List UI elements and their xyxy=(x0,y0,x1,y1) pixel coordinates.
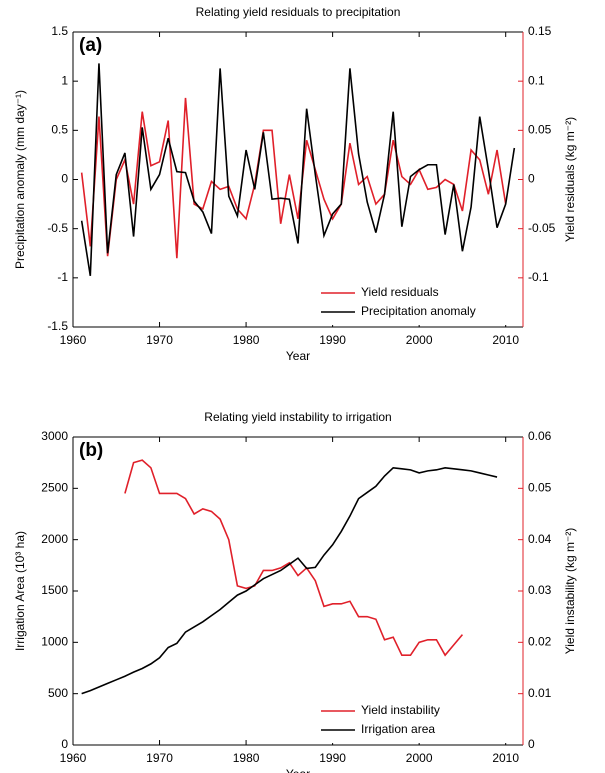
legend-box xyxy=(319,281,519,325)
y-tick-label: 0.5 xyxy=(51,123,68,137)
y-tick-label: 3000 xyxy=(41,429,68,443)
data-line xyxy=(81,466,498,695)
y-tick-label: 0 xyxy=(61,172,68,186)
x-tick-label: 1960 xyxy=(60,751,87,765)
x-tick-label: 1980 xyxy=(233,333,260,347)
y-tick-label: 1500 xyxy=(41,583,68,597)
y2-tick-label: 0.04 xyxy=(528,532,552,546)
x-axis-label: Year xyxy=(286,349,310,363)
y2-tick-label: 0.02 xyxy=(528,635,552,649)
legend-label: Irrigation area xyxy=(361,722,435,736)
y-axis-label: Irrigation Area (10³ ha) xyxy=(13,531,27,651)
y-tick-label: 1.5 xyxy=(51,24,68,38)
panel-label: (a) xyxy=(79,35,102,56)
data-line xyxy=(80,63,516,276)
legend-box xyxy=(319,699,519,743)
y-tick-label: 500 xyxy=(48,686,68,700)
y2-axis-label: Yield residuals (kg m⁻²) xyxy=(563,117,577,242)
y-tick-label: 0 xyxy=(61,737,68,751)
y-tick-label: -1 xyxy=(57,270,68,284)
x-tick-label: 2010 xyxy=(492,333,519,347)
legend-label: Yield residuals xyxy=(361,285,439,299)
y2-tick-label: 0.03 xyxy=(528,583,552,597)
y-tick-label: 2500 xyxy=(41,481,68,495)
chart-title: Relating yield instability to irrigation xyxy=(204,410,391,424)
y2-tick-label: 0.01 xyxy=(528,686,552,700)
y2-tick-label: 0.15 xyxy=(528,24,552,38)
y2-tick-label: 0.06 xyxy=(528,429,552,443)
data-line xyxy=(124,459,464,657)
y-tick-label: -0.5 xyxy=(47,221,68,235)
y2-tick-label: 0.1 xyxy=(528,73,545,87)
x-axis-label: Year xyxy=(286,767,310,773)
y2-tick-label: 0.05 xyxy=(528,481,552,495)
x-tick-label: 2000 xyxy=(406,751,433,765)
legend-label: Precipitation anomaly xyxy=(361,304,476,318)
y2-axis-label: Yield instability (kg m⁻²) xyxy=(563,528,577,655)
y-tick-label: 1 xyxy=(61,73,68,87)
panel-label: (b) xyxy=(79,440,103,461)
y2-tick-label: -0.05 xyxy=(528,221,556,235)
x-tick-label: 1990 xyxy=(319,333,346,347)
chart-title: Relating yield residuals to precipitatio… xyxy=(196,5,401,19)
y-axis-label: Precipitation anomaly (mm day⁻¹) xyxy=(13,90,27,269)
y2-tick-label: 0 xyxy=(528,737,535,751)
data-line xyxy=(80,97,507,259)
y2-tick-label: -0.1 xyxy=(528,270,549,284)
x-tick-label: 1980 xyxy=(233,751,260,765)
x-tick-label: 2000 xyxy=(406,333,433,347)
y-tick-label: 2000 xyxy=(41,532,68,546)
legend-label: Yield instability xyxy=(361,703,440,717)
x-tick-label: 1960 xyxy=(60,333,87,347)
y-tick-label: -1.5 xyxy=(47,319,68,333)
x-tick-label: 1970 xyxy=(146,333,173,347)
x-tick-label: 2010 xyxy=(492,751,519,765)
y-tick-label: 1000 xyxy=(41,635,68,649)
y2-tick-label: 0 xyxy=(528,172,535,186)
y2-tick-label: 0.05 xyxy=(528,123,552,137)
x-tick-label: 1970 xyxy=(146,751,173,765)
x-tick-label: 1990 xyxy=(319,751,346,765)
